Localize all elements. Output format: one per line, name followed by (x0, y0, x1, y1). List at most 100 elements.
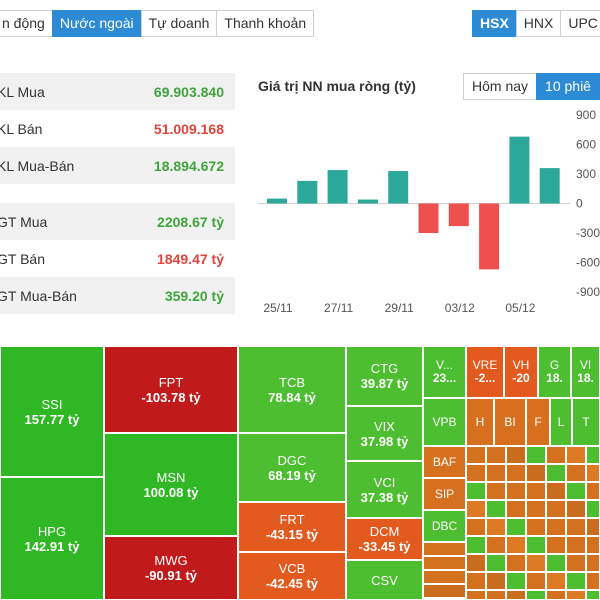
treemap-minor-cell[interactable] (466, 518, 486, 536)
treemap-minor-cell[interactable] (423, 584, 466, 598)
treemap-minor-cell[interactable] (586, 446, 600, 464)
treemap-minor-cell[interactable] (546, 554, 566, 572)
bar[interactable] (448, 203, 469, 227)
treemap-minor-cell[interactable] (546, 500, 566, 518)
treemap-cell-vci[interactable]: VCI 37.38 tỷ (346, 461, 423, 518)
bar[interactable] (418, 203, 439, 234)
treemap-minor-cell[interactable] (506, 572, 526, 590)
treemap-minor-cell[interactable] (486, 590, 506, 600)
treemap-minor-cell[interactable] (466, 482, 486, 500)
tab-foreign[interactable]: Nước ngoài (51, 10, 142, 37)
treemap-minor-cell[interactable] (546, 446, 566, 464)
treemap-minor-cell[interactable] (566, 464, 586, 482)
treemap-cell-dbc[interactable]: DBC (423, 510, 466, 542)
treemap-minor-cell[interactable] (526, 590, 546, 600)
treemap-minor-cell[interactable] (486, 536, 506, 554)
treemap-cell-ctg[interactable]: CTG 39.87 tỷ (346, 346, 423, 406)
treemap-minor-cell[interactable] (486, 518, 506, 536)
treemap-minor-cell[interactable] (423, 542, 466, 556)
treemap-minor-cell[interactable] (586, 590, 600, 600)
treemap-cell-vix[interactable]: VIX 37.98 tỷ (346, 406, 423, 461)
treemap-minor-cell[interactable] (506, 500, 526, 518)
tab-liquidity[interactable]: Thanh khoản (216, 10, 315, 37)
treemap-minor-cell[interactable] (586, 554, 600, 572)
bar[interactable] (297, 180, 318, 204)
treemap-minor-cell[interactable] (466, 572, 486, 590)
treemap-cell-frt[interactable]: FRT -43.15 tỷ (238, 502, 346, 552)
treemap-minor-cell[interactable] (466, 590, 486, 600)
treemap-minor-cell[interactable] (586, 536, 600, 554)
treemap-minor-cell[interactable] (506, 518, 526, 536)
treemap-minor-cell[interactable] (526, 554, 546, 572)
treemap-cell-fpt[interactable]: FPT -103.78 tỷ (104, 346, 238, 433)
treemap-minor-cell[interactable] (526, 518, 546, 536)
treemap-cell-mwg[interactable]: MWG -90.91 tỷ (104, 536, 238, 600)
treemap-minor-cell[interactable] (506, 446, 526, 464)
treemap-cell-vcb[interactable]: VCB -42.45 tỷ (238, 552, 346, 600)
treemap-minor-cell[interactable] (586, 464, 600, 482)
tab-hnx[interactable]: HNX (515, 10, 562, 37)
tab-proprietary[interactable]: Tự doanh (140, 10, 218, 37)
tab-activity[interactable]: n động (0, 10, 53, 37)
treemap-minor-cell[interactable] (546, 536, 566, 554)
treemap-cell-sip[interactable]: SIP (423, 478, 466, 510)
treemap-minor-cell[interactable] (566, 482, 586, 500)
treemap-cell-vi[interactable]: VI 18. (571, 346, 600, 398)
treemap-cell-h[interactable]: H (466, 398, 494, 446)
treemap-minor-cell[interactable] (526, 464, 546, 482)
tab-today[interactable]: Hôm nay (463, 73, 538, 100)
bar[interactable] (479, 203, 500, 270)
treemap-minor-cell[interactable] (506, 464, 526, 482)
treemap-cell-vre[interactable]: VRE -2... (466, 346, 504, 398)
tab-hsx[interactable]: HSX (472, 10, 517, 37)
treemap-minor-cell[interactable] (466, 536, 486, 554)
treemap-minor-cell[interactable] (423, 570, 466, 584)
treemap-minor-cell[interactable] (586, 572, 600, 590)
treemap-minor-cell[interactable] (486, 446, 506, 464)
treemap-minor-cell[interactable] (566, 446, 586, 464)
treemap-minor-cell[interactable] (506, 554, 526, 572)
treemap-cell-baf[interactable]: BAF (423, 446, 466, 478)
treemap-minor-cell[interactable] (506, 536, 526, 554)
treemap-minor-cell[interactable] (506, 590, 526, 600)
bar[interactable] (539, 168, 560, 204)
treemap-cell-vpb[interactable]: VPB (423, 398, 466, 446)
treemap-minor-cell[interactable] (546, 464, 566, 482)
treemap-cell-csv[interactable]: CSV (346, 560, 423, 600)
treemap-cell-msn[interactable]: MSN 100.08 tỷ (104, 433, 238, 536)
treemap-minor-cell[interactable] (586, 518, 600, 536)
bar[interactable] (357, 199, 378, 204)
treemap-minor-cell[interactable] (546, 482, 566, 500)
treemap-minor-cell[interactable] (486, 482, 506, 500)
treemap-cell-ssi[interactable]: SSI 157.77 tỷ (0, 346, 104, 477)
treemap-minor-cell[interactable] (566, 536, 586, 554)
bar[interactable] (388, 171, 409, 204)
treemap-minor-cell[interactable] (526, 536, 546, 554)
bar[interactable] (509, 136, 530, 204)
treemap-minor-cell[interactable] (526, 572, 546, 590)
treemap-minor-cell[interactable] (586, 500, 600, 518)
treemap-minor-cell[interactable] (526, 446, 546, 464)
treemap-minor-cell[interactable] (486, 500, 506, 518)
treemap-minor-cell[interactable] (466, 500, 486, 518)
treemap-cell-v[interactable]: V... 23... (423, 346, 466, 398)
treemap-minor-cell[interactable] (486, 464, 506, 482)
treemap-minor-cell[interactable] (526, 500, 546, 518)
treemap-minor-cell[interactable] (466, 554, 486, 572)
treemap-minor-cell[interactable] (486, 572, 506, 590)
treemap-cell-vh[interactable]: VH -20 (504, 346, 538, 398)
bar[interactable] (267, 198, 287, 204)
treemap-minor-cell[interactable] (423, 556, 466, 570)
treemap-minor-cell[interactable] (566, 500, 586, 518)
treemap-cell-t[interactable]: T (572, 398, 600, 446)
treemap-cell-f[interactable]: F (526, 398, 550, 446)
bar[interactable] (327, 170, 348, 204)
tab-10-sessions[interactable]: 10 phiê (536, 73, 600, 100)
treemap-minor-cell[interactable] (466, 464, 486, 482)
treemap-cell-bi[interactable]: BI (494, 398, 526, 446)
treemap-minor-cell[interactable] (586, 482, 600, 500)
treemap-cell-dcm[interactable]: DCM -33.45 tỷ (346, 518, 423, 560)
treemap-minor-cell[interactable] (466, 446, 486, 464)
treemap-cell-hpg[interactable]: HPG 142.91 tỷ (0, 477, 104, 600)
treemap-cell-g[interactable]: G 18. (538, 346, 571, 398)
